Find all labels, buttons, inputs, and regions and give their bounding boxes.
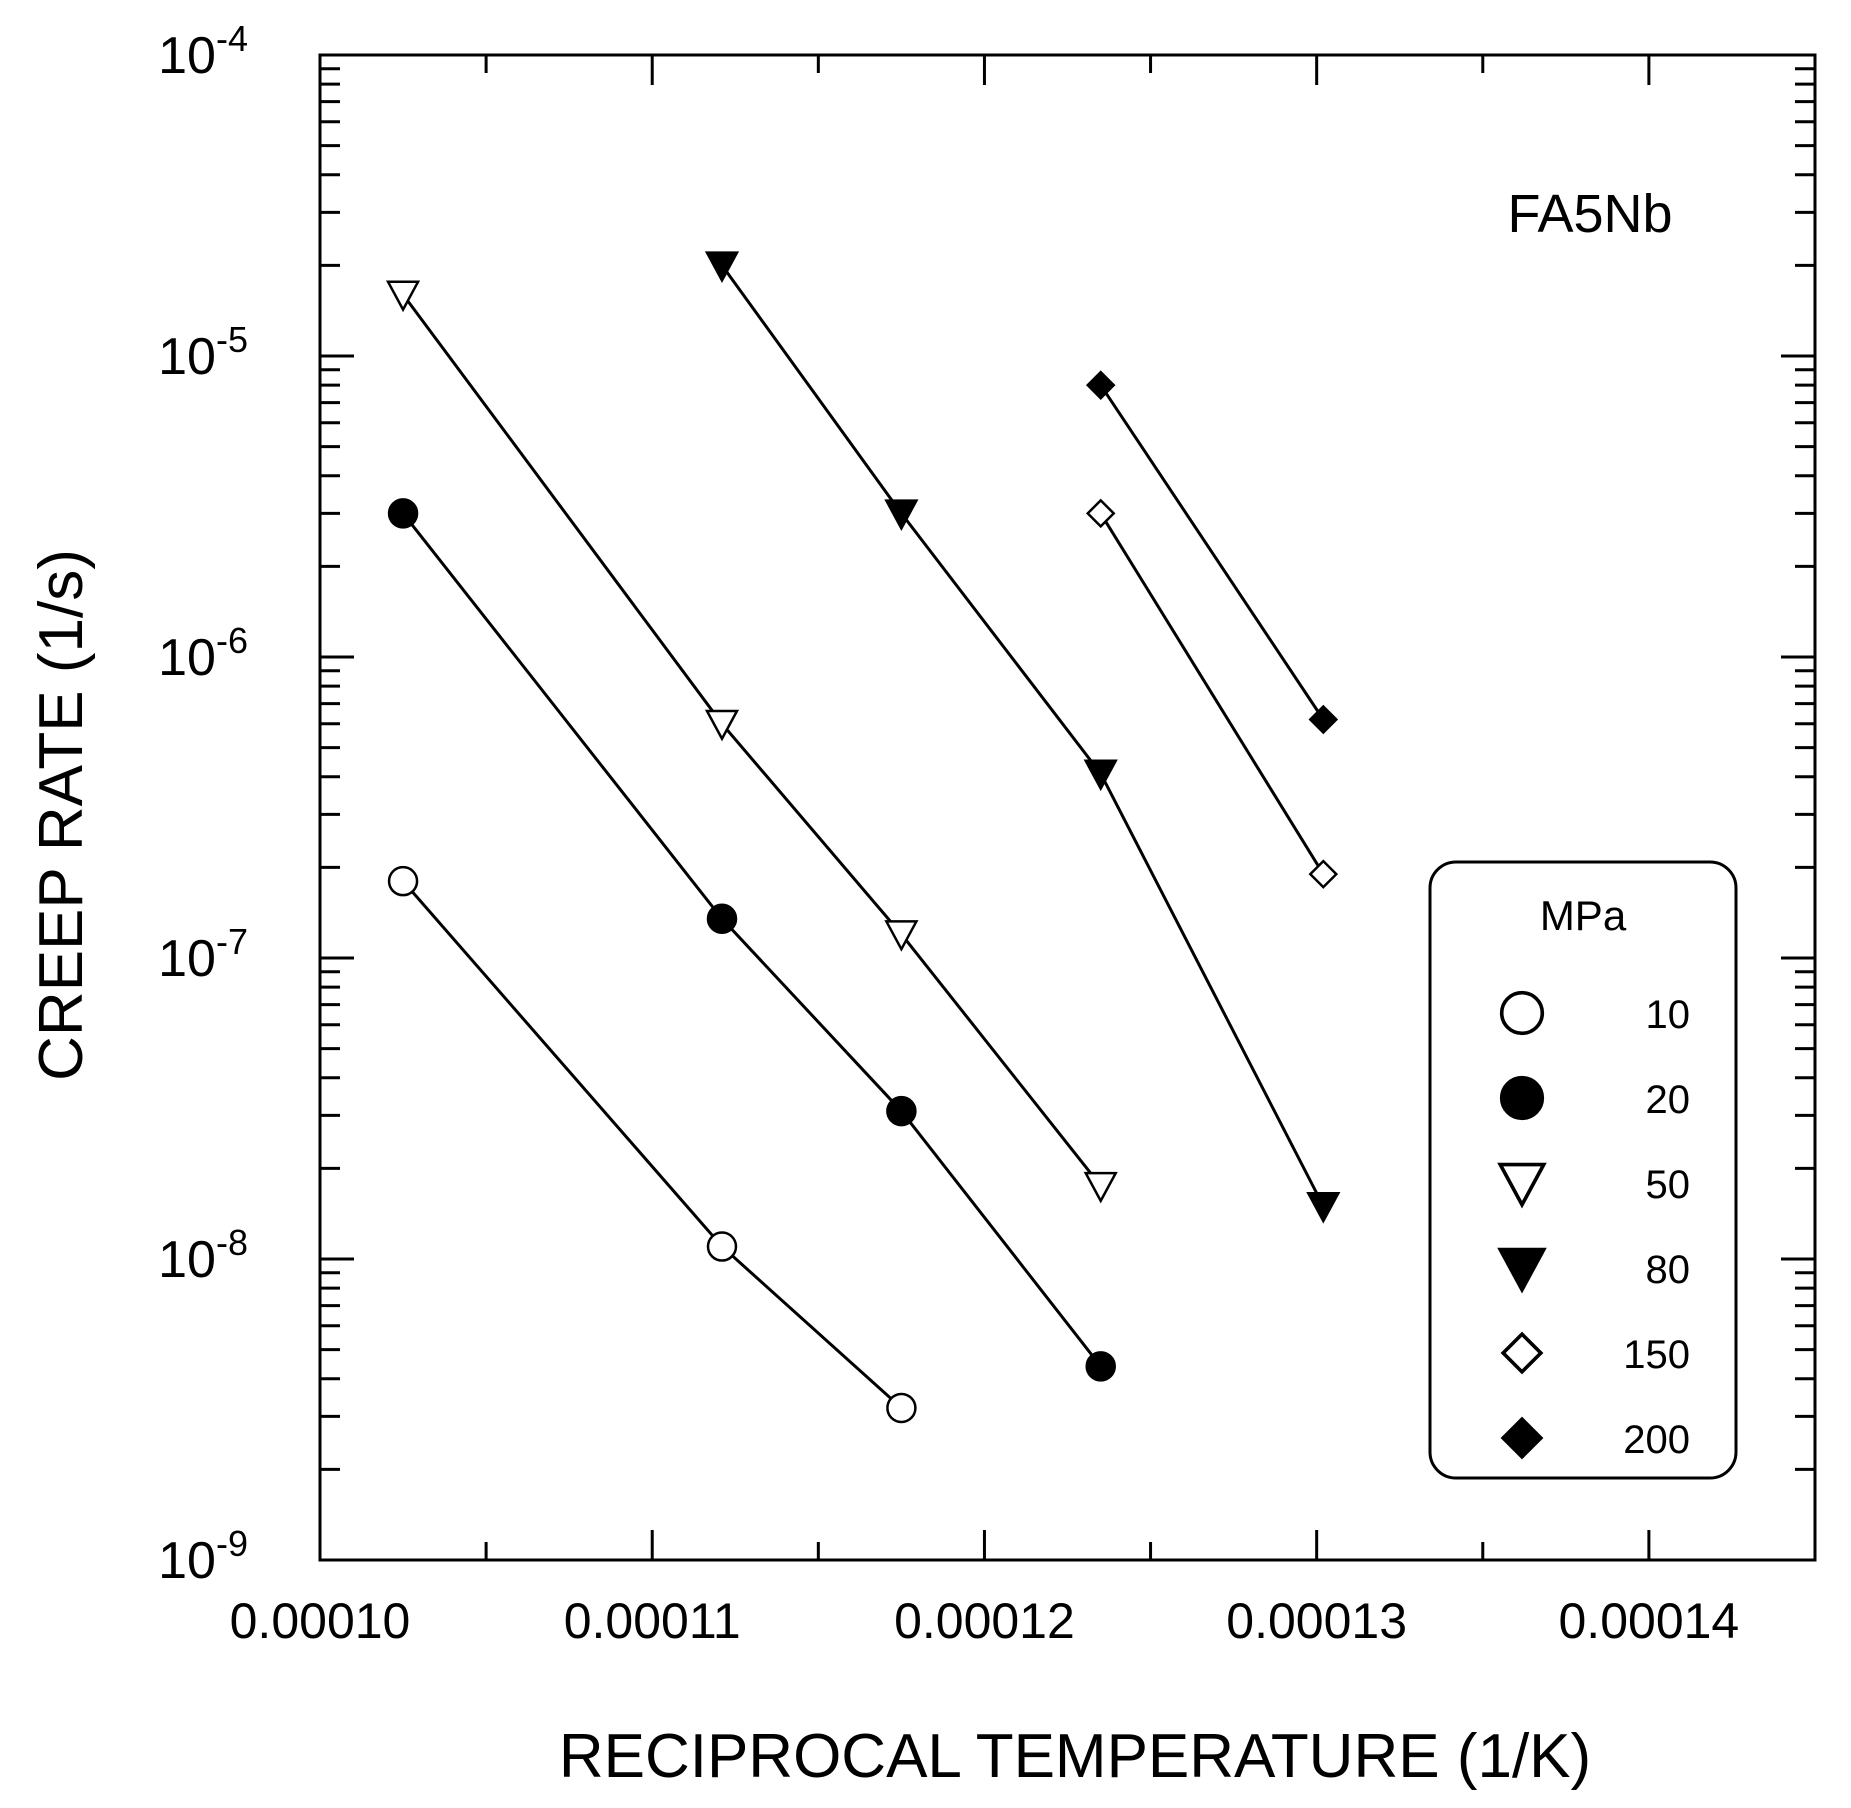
series-line-20 xyxy=(401,512,1102,1368)
data-point-200 xyxy=(1308,704,1339,735)
legend-label-50: 50 xyxy=(1646,1163,1691,1207)
series-markers xyxy=(385,251,1341,1424)
legend-marker-shape-200 xyxy=(1500,1416,1544,1460)
data-point-20 xyxy=(1085,1351,1116,1382)
legend-marker-shape-50 xyxy=(1497,1162,1547,1209)
data-point-10 xyxy=(706,1231,738,1262)
series-line-150 xyxy=(1099,512,1325,875)
data-point-50 xyxy=(385,280,421,313)
legend-marker-shape-150 xyxy=(1500,1331,1544,1375)
x-tick-label: 0.00013 xyxy=(1226,1593,1407,1649)
y-axis-title: CREEP RATE (1/s) xyxy=(27,549,96,1081)
y-tick-label: 10-6 xyxy=(158,620,248,687)
legend-marker-shape-20 xyxy=(1499,1075,1545,1121)
x-tick-label: 0.00012 xyxy=(894,1593,1075,1649)
series-line-200 xyxy=(1099,384,1325,721)
legend-label-20: 20 xyxy=(1646,1078,1691,1122)
data-point-20 xyxy=(387,498,419,529)
y-tick-label: 10-8 xyxy=(158,1222,248,1289)
series-line-10 xyxy=(401,880,903,1410)
data-point-50 xyxy=(704,709,740,742)
legend-label-150: 150 xyxy=(1623,1333,1690,1377)
axes: 0.00010 0.00011 0.00012 0.00013 0.00014 10-9 1… xyxy=(158,18,1817,1649)
data-point-20 xyxy=(886,1095,917,1127)
y-tick-label: 10-9 xyxy=(158,1523,248,1590)
data-point-10 xyxy=(387,865,419,897)
data-point-80 xyxy=(704,251,740,284)
legend-label-80: 80 xyxy=(1646,1248,1691,1292)
x-tick-label: 0.00014 xyxy=(1559,1593,1740,1649)
plot-frame xyxy=(318,53,1817,1562)
data-point-20 xyxy=(706,903,738,935)
data-point-150 xyxy=(1085,498,1116,529)
legend-label-200: 200 xyxy=(1623,1418,1690,1462)
data-point-200 xyxy=(1085,370,1116,400)
data-point-80 xyxy=(1083,759,1118,792)
data-point-10 xyxy=(886,1392,917,1424)
x-tick-label: 0.00011 xyxy=(564,1593,741,1649)
legend-marker-200 xyxy=(1500,1416,1544,1460)
legend-box xyxy=(1428,860,1738,1480)
legend-marker-80 xyxy=(1497,1247,1547,1294)
legend: MPa 10 20 50 80 150 200 xyxy=(1428,860,1738,1480)
series-line-80 xyxy=(720,264,1325,1207)
legend-marker-50 xyxy=(1497,1162,1547,1209)
legend-title: MPa xyxy=(1540,892,1627,939)
x-axis-title: RECIPROCAL TEMPERATURE (1/K) xyxy=(559,1722,1591,1791)
x-tick-label: 0.00010 xyxy=(230,1593,411,1649)
legend-marker-150 xyxy=(1500,1331,1544,1375)
legend-marker-10 xyxy=(1499,990,1545,1036)
series-lines xyxy=(401,264,1325,1410)
data-point-80 xyxy=(1306,1191,1341,1224)
y-tick-label: 10-4 xyxy=(158,18,248,85)
data-point-150 xyxy=(1308,859,1339,889)
legend-marker-shape-10 xyxy=(1499,990,1545,1036)
data-point-80 xyxy=(884,499,919,532)
legend-marker-shape-80 xyxy=(1497,1247,1547,1294)
series-line-50 xyxy=(401,293,1102,1187)
legend-label-10: 10 xyxy=(1646,993,1691,1037)
y-tick-label: 10-7 xyxy=(158,921,248,988)
data-point-50 xyxy=(1083,1171,1118,1204)
y-tick-label: 10-5 xyxy=(158,319,248,386)
annotation-label: FA5Nb xyxy=(1507,184,1672,244)
data-point-50 xyxy=(884,920,919,952)
legend-marker-20 xyxy=(1499,1075,1545,1121)
